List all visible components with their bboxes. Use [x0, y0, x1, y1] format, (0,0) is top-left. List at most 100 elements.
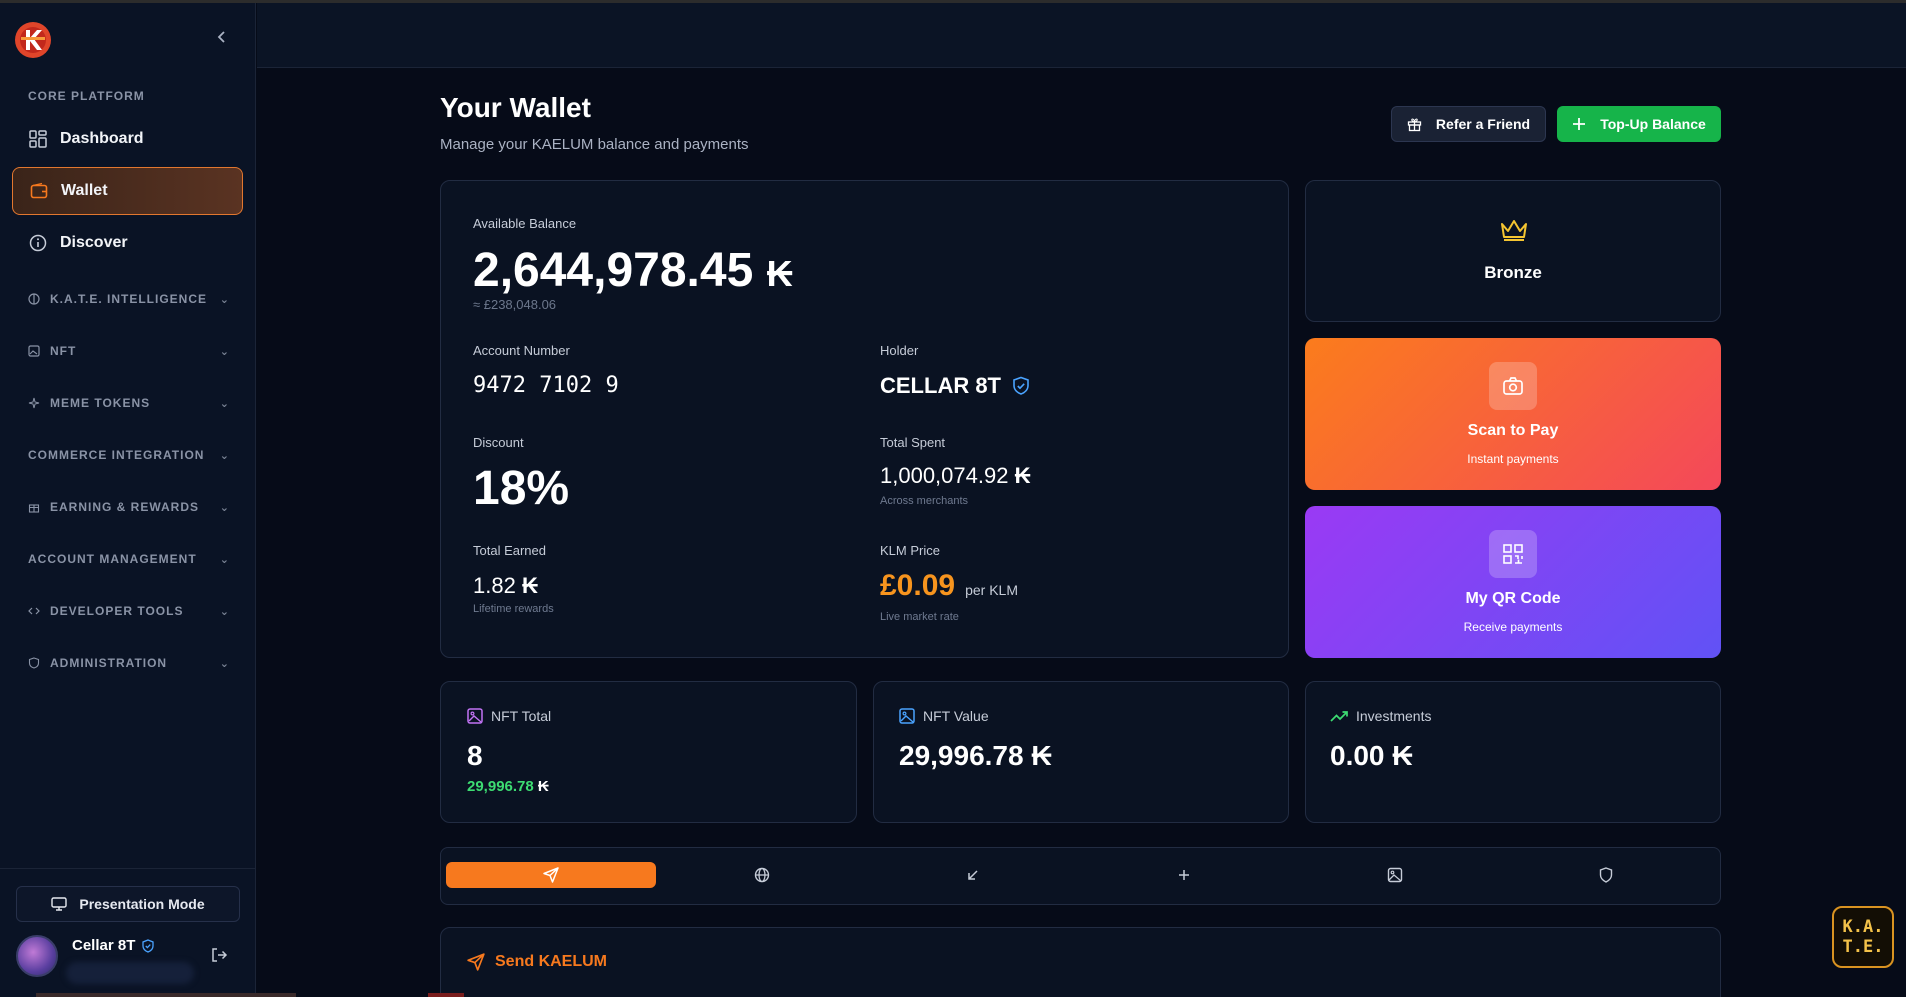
sidebar-item-discover[interactable]: Discover — [12, 219, 243, 267]
plus-icon — [1179, 870, 1189, 880]
label-text: NFT Total — [491, 708, 552, 724]
holder-value: CELLAR 8T — [880, 373, 1031, 399]
scan-to-pay-card[interactable]: Scan to Pay Instant payments — [1305, 338, 1721, 490]
wallet-action-tabs — [440, 847, 1721, 905]
send-icon — [543, 867, 559, 883]
camera-icon — [1489, 362, 1537, 410]
grid-icon — [28, 129, 48, 149]
sidebar-group-earning-rewards[interactable]: EARNING & REWARDS ⌄ — [28, 495, 230, 519]
group-label: COMMERCE INTEGRATION — [28, 448, 205, 462]
page-subtitle: Manage your KAELUM balance and payments — [440, 136, 749, 153]
sidebar-group-account-management[interactable]: ACCOUNT MANAGEMENT ⌄ — [28, 547, 230, 571]
presentation-label: Presentation Mode — [79, 896, 205, 912]
nft-value-value: 29,996.78 ₭ — [899, 740, 1052, 772]
holder-name: CELLAR 8T — [880, 373, 1001, 398]
tab-send[interactable] — [446, 862, 656, 888]
chevron-down-icon: ⌄ — [219, 657, 230, 670]
brain-icon — [28, 293, 42, 305]
avatar[interactable] — [16, 935, 58, 977]
tab-globe[interactable] — [657, 862, 867, 888]
arrow-down-left-icon — [968, 870, 978, 880]
price-amount: £0.09 — [880, 569, 956, 602]
sidebar-group-meme-tokens[interactable]: MEME TOKENS ⌄ — [28, 391, 230, 415]
group-label: ADMINISTRATION — [50, 656, 168, 670]
top-up-balance-button[interactable]: Top-Up Balance — [1557, 106, 1721, 142]
group-label: NFT — [50, 344, 77, 358]
sidebar-group-nft[interactable]: NFT ⌄ — [28, 339, 230, 363]
spent-amount: 1,000,074.92 — [880, 463, 1009, 488]
chevron-down-icon: ⌄ — [219, 605, 230, 618]
tab-add[interactable] — [1079, 862, 1289, 888]
monitor-icon — [51, 897, 68, 911]
sidebar-item-label: Dashboard — [60, 130, 144, 147]
available-balance-value: 2,644,978.45 ₭ — [473, 243, 793, 298]
sidebar-group-administration[interactable]: ADMINISTRATION ⌄ — [28, 651, 230, 675]
kate-line-1: K.A. — [1842, 917, 1884, 937]
presentation-mode-button[interactable]: Presentation Mode — [16, 886, 240, 922]
sidebar-group-commerce-integration[interactable]: COMMERCE INTEGRATION ⌄ — [28, 443, 230, 467]
logout-icon[interactable] — [210, 946, 228, 964]
qr-title: My QR Code — [1465, 590, 1561, 607]
wallet-icon — [29, 181, 49, 201]
refer-label: Refer a Friend — [1435, 116, 1531, 132]
sidebar-item-label: Discover — [60, 234, 128, 251]
sidebar-item-wallet[interactable]: Wallet — [12, 167, 243, 215]
verified-shield-icon — [142, 938, 155, 953]
account-number-label: Account Number — [473, 343, 570, 358]
sidebar-group-developer-tools[interactable]: DEVELOPER TOOLS ⌄ — [28, 599, 230, 623]
nft-total-value: 8 — [467, 740, 483, 771]
total-earned-sub: Lifetime rewards — [473, 603, 554, 615]
kaelum-symbol: ₭ — [766, 253, 793, 294]
shield-icon — [28, 657, 42, 669]
crown-icon — [1501, 220, 1527, 241]
investments-value: 0.00 ₭ — [1330, 740, 1413, 772]
sidebar-group-kate-intelligence[interactable]: K.A.T.E. INTELLIGENCE ⌄ — [28, 287, 230, 311]
nft-value-label: NFT Value — [899, 708, 989, 724]
gift-icon — [28, 501, 42, 513]
user-email-redacted — [66, 962, 194, 984]
nft-total-sub-amount: 29,996.78 — [467, 778, 534, 795]
kaelum-symbol: ₭ — [521, 573, 538, 598]
kate-assistant-button[interactable]: K.A. T.E. — [1832, 906, 1894, 968]
core-platform-label: CORE PLATFORM — [28, 89, 145, 103]
nft-value-card: NFT Value 29,996.78 ₭ — [873, 681, 1289, 823]
scan-title: Scan to Pay — [1467, 422, 1559, 439]
kaelum-logo-icon[interactable] — [14, 21, 52, 59]
available-balance-label: Available Balance — [473, 216, 577, 231]
image-icon — [1387, 867, 1403, 883]
chevron-down-icon: ⌄ — [219, 397, 230, 410]
chevron-down-icon: ⌄ — [219, 293, 230, 306]
send-title-text: Send KAELUM — [495, 953, 607, 970]
chevron-down-icon: ⌄ — [219, 553, 230, 566]
total-earned-value: 1.82 ₭ — [473, 573, 538, 599]
sidebar-item-dashboard[interactable]: Dashboard — [12, 115, 243, 163]
trending-up-icon — [1330, 711, 1348, 722]
sidebar-divider — [0, 868, 256, 869]
globe-icon — [754, 867, 770, 883]
sidebar: CORE PLATFORM Dashboard Wallet Discover … — [0, 3, 256, 997]
nft-total-label: NFT Total — [467, 708, 551, 724]
refer-friend-button[interactable]: Refer a Friend — [1391, 106, 1546, 142]
investments-amount: 0.00 — [1330, 740, 1385, 771]
total-spent-value: 1,000,074.92 ₭ — [880, 463, 1030, 489]
balance-card: Available Balance 2,644,978.45 ₭ ≈ £238,… — [440, 180, 1289, 658]
total-earned-label: Total Earned — [473, 543, 546, 558]
kaelum-symbol: ₭ — [537, 778, 549, 795]
group-label: MEME TOKENS — [50, 396, 151, 410]
bottom-strip-accent — [428, 993, 464, 997]
chevron-left-icon[interactable] — [214, 29, 230, 45]
image-icon — [28, 345, 42, 357]
send-kaelum-card: Send KAELUM — [440, 927, 1721, 997]
kaelum-symbol: ₭ — [1031, 740, 1052, 771]
tab-receive[interactable] — [868, 862, 1078, 888]
tab-security[interactable] — [1501, 862, 1711, 888]
bottom-strip — [36, 993, 296, 997]
qr-sub: Receive payments — [1463, 620, 1563, 634]
nft-total-card: NFT Total 8 29,996.78 ₭ — [440, 681, 857, 823]
code-icon — [28, 605, 42, 617]
my-qr-code-card[interactable]: My QR Code Receive payments — [1305, 506, 1721, 658]
account-number-value: 9472 7102 9 — [473, 373, 619, 398]
tab-nft[interactable] — [1290, 862, 1500, 888]
scan-sub: Instant payments — [1467, 452, 1559, 466]
tier-label: Bronze — [1484, 263, 1542, 282]
